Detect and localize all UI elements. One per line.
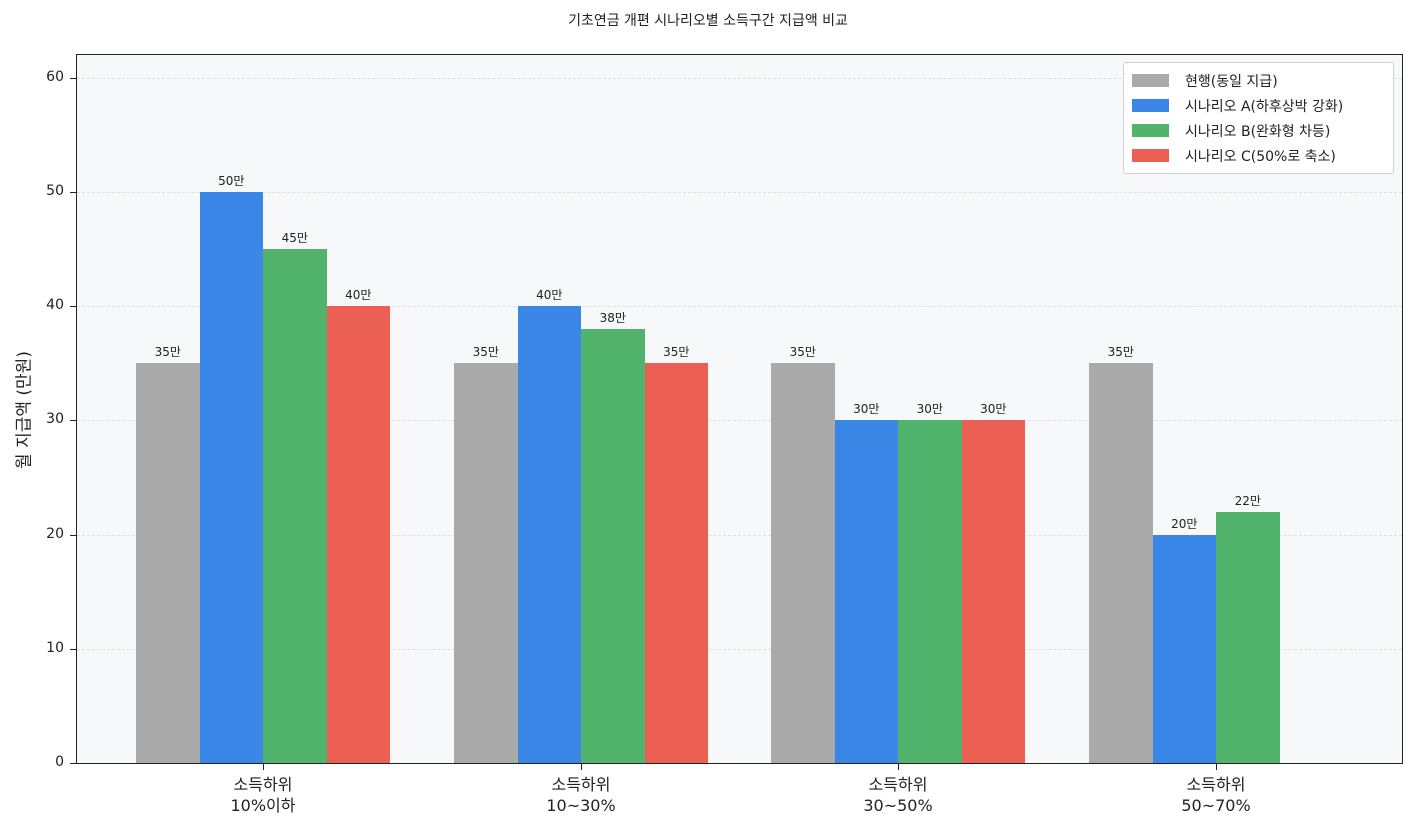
legend-swatch-icon bbox=[1132, 124, 1169, 137]
gridline bbox=[77, 648, 1402, 650]
bar-value-label: 35만 bbox=[663, 345, 690, 360]
x-tick-label: 소득하위 10%이하 bbox=[230, 775, 296, 815]
bar bbox=[961, 420, 1025, 763]
y-tick-label: 40 bbox=[46, 297, 64, 314]
y-tick-mark bbox=[70, 77, 76, 79]
bar bbox=[581, 329, 645, 763]
y-tick-label: 10 bbox=[46, 639, 64, 656]
bar bbox=[454, 363, 518, 763]
chart-title: 기초연금 개편 시나리오별 소득구간 지급액 비교 bbox=[568, 13, 848, 29]
bar-value-label: 30만 bbox=[853, 402, 880, 417]
x-tick-mark bbox=[1216, 764, 1217, 770]
gridline bbox=[77, 420, 1402, 422]
bar-value-label: 35만 bbox=[1107, 345, 1134, 360]
bar-value-label: 40만 bbox=[536, 288, 563, 303]
y-tick-mark bbox=[70, 763, 76, 764]
bar bbox=[517, 306, 581, 763]
legend-swatch-icon bbox=[1132, 149, 1169, 162]
y-tick-mark bbox=[70, 192, 76, 194]
bar bbox=[834, 420, 898, 763]
y-tick-label: 20 bbox=[46, 525, 64, 542]
y-tick-label: 0 bbox=[55, 754, 64, 770]
legend: 현행(동일 지급) 시나리오 A(하후상박 강화) 시나리오 B(완화형 차등) 시나… bbox=[1123, 62, 1394, 174]
bar bbox=[136, 363, 200, 763]
legend-item: 현행(동일 지급) bbox=[1132, 68, 1385, 93]
legend-label: 시나리오 C(50%로 축소) bbox=[1185, 148, 1336, 165]
gridline bbox=[77, 306, 1402, 308]
x-tick-label: 소득하위 10~30% bbox=[546, 775, 616, 815]
legend-item: 시나리오 A(하후상박 강화) bbox=[1132, 93, 1385, 118]
gridline bbox=[77, 534, 1402, 536]
y-tick-mark bbox=[70, 306, 76, 308]
gridline bbox=[77, 192, 1402, 194]
bar-value-label: 50만 bbox=[218, 174, 245, 189]
legend-item: 시나리오 B(완화형 차등) bbox=[1132, 118, 1385, 143]
bar bbox=[898, 420, 962, 763]
bar-value-label: 38만 bbox=[599, 311, 626, 326]
bar-value-label: 35만 bbox=[789, 345, 816, 360]
bar-value-label: 35만 bbox=[154, 345, 181, 360]
x-tick-label: 소득하위 50~70% bbox=[1181, 775, 1251, 815]
x-tick-mark bbox=[263, 764, 264, 770]
bar-value-label: 30만 bbox=[980, 402, 1007, 417]
y-tick-mark bbox=[70, 420, 76, 422]
legend-label: 시나리오 A(하후상박 강화) bbox=[1185, 98, 1344, 115]
bar bbox=[644, 363, 708, 763]
y-tick-mark bbox=[70, 648, 76, 650]
x-tick-label: 소득하위 30~50% bbox=[863, 775, 933, 815]
bar bbox=[199, 192, 263, 763]
legend-swatch-icon bbox=[1132, 99, 1169, 112]
bar-value-label: 35만 bbox=[472, 345, 499, 360]
bar bbox=[1152, 534, 1216, 763]
bar bbox=[1216, 511, 1280, 763]
bar-value-label: 30만 bbox=[916, 402, 943, 417]
y-tick-label: 60 bbox=[46, 68, 64, 85]
bar-value-label: 20만 bbox=[1171, 516, 1198, 531]
x-tick-mark bbox=[898, 764, 899, 770]
bar bbox=[1089, 363, 1153, 763]
y-tick-mark bbox=[70, 534, 76, 536]
legend-swatch-icon bbox=[1132, 74, 1169, 87]
gridline bbox=[77, 77, 1402, 79]
y-tick-label: 30 bbox=[46, 411, 64, 428]
bar-value-label: 22만 bbox=[1234, 493, 1261, 508]
y-axis-label: 월 지급액 (만원) bbox=[14, 351, 35, 469]
legend-item: 시나리오 C(50%로 축소) bbox=[1132, 143, 1385, 168]
y-tick-label: 50 bbox=[46, 183, 64, 200]
bar bbox=[326, 306, 390, 763]
bar-value-label: 40만 bbox=[345, 288, 372, 303]
bar-value-label: 45만 bbox=[281, 231, 308, 246]
bar bbox=[771, 363, 835, 763]
x-tick-mark bbox=[581, 764, 582, 770]
legend-label: 현행(동일 지급) bbox=[1185, 73, 1278, 90]
bar bbox=[263, 249, 327, 763]
legend-label: 시나리오 B(완화형 차등) bbox=[1185, 123, 1331, 140]
